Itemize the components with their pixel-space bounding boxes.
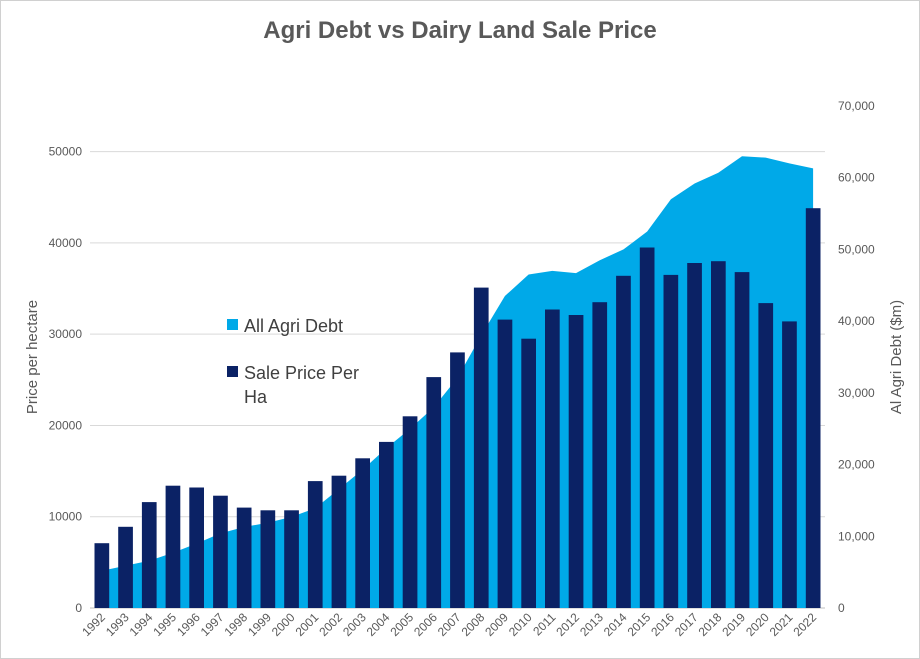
sale-price-bar bbox=[355, 458, 370, 608]
legend: All Agri Debt Sale Price Per Ha bbox=[227, 316, 364, 407]
x-tick-label: 2016 bbox=[648, 610, 677, 639]
x-tick-label: 2003 bbox=[340, 610, 369, 639]
sale-price-bar bbox=[284, 510, 299, 608]
x-tick-label: 2001 bbox=[293, 610, 322, 639]
x-axis-ticks: 1992199319941995199619971998199920002001… bbox=[79, 610, 819, 639]
x-tick-label: 1994 bbox=[127, 610, 156, 639]
x-tick-label: 2006 bbox=[411, 610, 440, 639]
sale-price-bar bbox=[568, 315, 584, 608]
x-tick-label: 2007 bbox=[435, 610, 464, 639]
sale-price-bar bbox=[734, 272, 750, 608]
sale-price-bar bbox=[402, 416, 418, 608]
chart-title: Agri Debt vs Dairy Land Sale Price bbox=[263, 17, 656, 44]
x-tick-label: 1996 bbox=[174, 610, 203, 639]
legend-swatch-agri-debt bbox=[227, 319, 238, 330]
x-tick-label: 1997 bbox=[198, 610, 227, 639]
sale-price-bar bbox=[711, 261, 726, 608]
x-tick-label: 2011 bbox=[530, 610, 558, 638]
sale-price-bar bbox=[331, 475, 347, 608]
x-tick-label: 2002 bbox=[316, 610, 345, 639]
x-tick-label: 2008 bbox=[459, 610, 488, 639]
legend-label-sale-price-line2: Ha bbox=[244, 387, 268, 407]
sale-price-bar bbox=[758, 303, 774, 608]
sale-price-bar bbox=[141, 502, 157, 608]
sale-price-bar bbox=[473, 287, 489, 608]
sale-price-bar bbox=[592, 302, 608, 608]
x-tick-label: 2015 bbox=[625, 610, 654, 639]
x-tick-label: 2020 bbox=[743, 610, 772, 639]
y-tick-label: 30000 bbox=[49, 327, 83, 341]
y-tick-label: 50000 bbox=[49, 145, 83, 159]
y-tick-label: 40000 bbox=[49, 236, 83, 250]
sale-price-bar bbox=[213, 495, 228, 608]
sale-price-bar bbox=[687, 263, 702, 608]
sale-price-bar bbox=[616, 275, 631, 608]
sale-price-bars bbox=[94, 208, 821, 608]
x-tick-label: 1995 bbox=[150, 610, 179, 639]
legend-label-sale-price-line1: Sale Price Per bbox=[244, 363, 359, 383]
x-tick-label: 1992 bbox=[79, 610, 108, 639]
x-tick-label: 2004 bbox=[364, 610, 393, 639]
x-tick-label: 1998 bbox=[221, 610, 250, 639]
y-axis-title: Price per hectare bbox=[24, 300, 41, 414]
x-tick-label: 2005 bbox=[387, 610, 416, 639]
x-tick-label: 2019 bbox=[719, 610, 748, 639]
x-tick-label: 2013 bbox=[577, 610, 606, 639]
x-tick-label: 2010 bbox=[506, 610, 535, 639]
sale-price-bar bbox=[521, 338, 536, 608]
sale-price-bar bbox=[545, 309, 560, 608]
sale-price-bar bbox=[639, 247, 655, 608]
sale-price-bar bbox=[165, 485, 181, 608]
y2-tick-label: 50,000 bbox=[838, 242, 875, 256]
x-tick-label: 2009 bbox=[482, 610, 511, 639]
x-tick-label: 1993 bbox=[103, 610, 132, 639]
legend-label-sale-price: Sale Price Per Ha bbox=[244, 363, 364, 407]
x-tick-label: 2018 bbox=[696, 610, 725, 639]
legend-label-agri-debt: All Agri Debt bbox=[244, 316, 343, 336]
y-tick-label: 10000 bbox=[49, 510, 83, 524]
sale-price-bar bbox=[450, 352, 465, 608]
y2-tick-label: 40,000 bbox=[838, 314, 875, 328]
sale-price-bar bbox=[94, 543, 110, 608]
sale-price-bar bbox=[426, 377, 442, 608]
y2-tick-label: 10,000 bbox=[838, 529, 875, 543]
x-tick-label: 2017 bbox=[672, 610, 701, 639]
sale-price-bar bbox=[189, 487, 204, 608]
y2-tick-label: 30,000 bbox=[838, 386, 875, 400]
x-tick-label: 2021 bbox=[767, 610, 796, 639]
y-tick-label: 0 bbox=[75, 601, 82, 615]
y2-axis-title: Al Agri Debt ($m) bbox=[888, 300, 905, 414]
sale-price-bar bbox=[663, 274, 679, 608]
sale-price-bar bbox=[236, 507, 252, 608]
y2-tick-label: 70,000 bbox=[838, 99, 875, 113]
sale-price-bar bbox=[379, 441, 394, 608]
right-axis-ticks: 0 10,000 20,000 30,000 40,000 50,000 60,000 70,… bbox=[838, 99, 875, 615]
left-axis-ticks: 0 10000 20000 30000 40000 50000 bbox=[49, 145, 83, 615]
x-tick-label: 2022 bbox=[790, 610, 819, 639]
x-tick-label: 1999 bbox=[245, 610, 274, 639]
sale-price-bar bbox=[307, 481, 323, 608]
sale-price-bar bbox=[260, 510, 276, 608]
y-tick-label: 20000 bbox=[49, 418, 83, 432]
x-tick-label: 2014 bbox=[601, 610, 630, 639]
sale-price-bar bbox=[782, 321, 797, 608]
y2-tick-label: 0 bbox=[838, 601, 845, 615]
x-tick-label: 2000 bbox=[269, 610, 298, 639]
legend-swatch-sale-price bbox=[227, 366, 238, 377]
y2-tick-label: 20,000 bbox=[838, 458, 875, 472]
sale-price-bar bbox=[497, 319, 513, 608]
y2-tick-label: 60,000 bbox=[838, 171, 875, 185]
sale-price-bar bbox=[118, 526, 133, 608]
x-tick-label: 2012 bbox=[553, 610, 582, 639]
sale-price-bar bbox=[805, 208, 821, 608]
